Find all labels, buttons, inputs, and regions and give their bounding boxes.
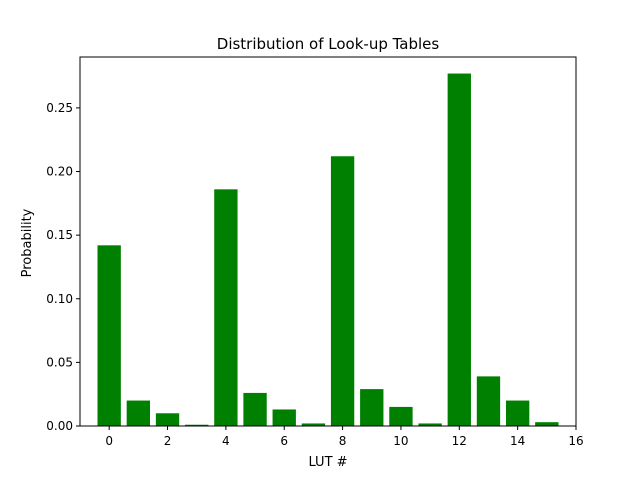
x-tick-label: 8 [339, 434, 347, 448]
bars-group [97, 73, 559, 426]
y-tick-label: 0.25 [46, 101, 73, 115]
y-tick-label: 0.10 [46, 292, 73, 306]
y-tick-label: 0.00 [46, 419, 73, 433]
x-tick-label: 14 [510, 434, 525, 448]
x-tick-label: 0 [105, 434, 113, 448]
bar-lut-6 [272, 409, 296, 426]
bar-lut-10 [389, 406, 413, 426]
bar-lut-13 [476, 376, 501, 426]
x-tick-label: 2 [164, 434, 172, 448]
plot-frame [79, 56, 577, 427]
x-tick-label: 10 [393, 434, 408, 448]
x-tick-label: 4 [222, 434, 230, 448]
y-axis-ticks: 0.00 0.05 0.10 0.15 0.20 0.25 [46, 101, 80, 433]
y-tick-label: 0.05 [46, 355, 73, 369]
bar-lut-9 [360, 389, 384, 426]
chart-title: Distribution of Look-up Tables [217, 35, 440, 53]
y-tick-label: 0.20 [46, 165, 73, 179]
bar-lut-12 [447, 73, 471, 426]
x-axis-label: LUT # [308, 455, 347, 470]
bar-lut-15 [535, 422, 559, 426]
bar-lut-14 [505, 400, 530, 426]
y-tick-label: 0.15 [46, 228, 73, 242]
x-tick-label: 6 [280, 434, 288, 448]
y-axis-label: Probability [20, 208, 35, 277]
bar-lut-4 [214, 189, 238, 426]
bar-lut-5 [243, 392, 267, 426]
bar-lut-11 [418, 423, 442, 426]
x-tick-label: 12 [452, 434, 467, 448]
bar-lut-3 [185, 424, 209, 426]
bar-lut-2 [155, 413, 180, 426]
bar-lut-8 [330, 156, 355, 426]
x-axis-ticks: 0 2 4 6 8 10 12 14 16 [105, 426, 584, 448]
bar-lut-7 [301, 423, 326, 426]
bar-lut-0 [97, 245, 121, 426]
bar-lut-1 [126, 400, 151, 426]
x-tick-label: 16 [568, 434, 583, 448]
